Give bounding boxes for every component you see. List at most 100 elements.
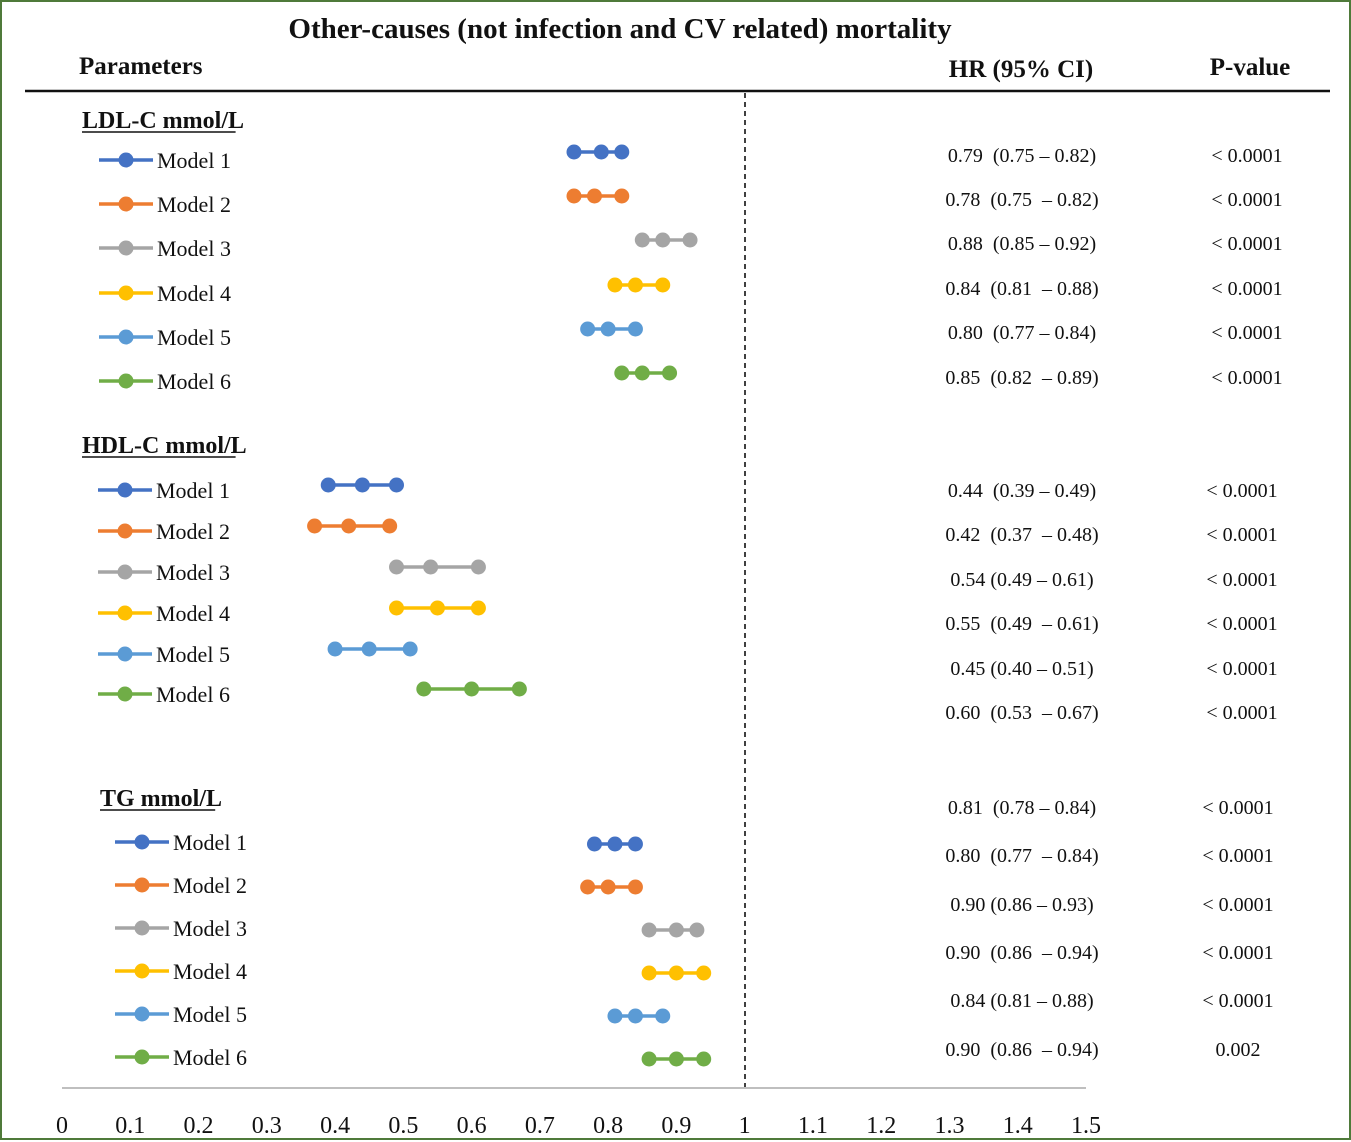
hr-ci-value: 0.80 (0.77 – 0.84) [948,322,1096,344]
model-row: Model 4 0.90 (0.86 – 0.94) < 0.0001 [115,942,1274,984]
ci-lower-point [580,879,596,895]
model-label: Model 3 [156,560,230,585]
legend-marker [118,373,134,389]
model-label: Model 5 [157,325,231,350]
hr-point [627,1008,643,1024]
legend-marker [134,1049,150,1065]
model-label: Model 5 [156,642,230,667]
x-tick-label: 0.3 [252,1113,282,1139]
hr-point [593,144,609,160]
x-tick-label: 1.3 [934,1113,964,1139]
hr-point [341,518,357,534]
p-value: < 0.0001 [1211,367,1282,389]
ci-lower-point [566,144,582,160]
x-tick-label: 0.1 [115,1113,145,1139]
p-value: 0.002 [1216,1039,1261,1061]
model-label: Model 3 [173,916,247,941]
ci-lower-point [580,321,596,337]
model-row: Model 2 0.42 (0.37 – 0.48) < 0.0001 [98,518,1278,546]
group-heading: HDL-C mmol/L [82,433,247,459]
hr-point [655,232,671,248]
ci-upper-point [470,600,486,616]
model-row: Model 5 0.80 (0.77 – 0.84) < 0.0001 [99,321,1283,350]
model-row: Model 3 0.54 (0.49 – 0.61) < 0.0001 [98,559,1278,591]
model-label: Model 6 [157,369,231,394]
p-value: < 0.0001 [1202,990,1273,1012]
model-row: Model 6 0.85 (0.82 – 0.89) < 0.0001 [99,365,1283,394]
x-tick-label: 0.6 [457,1113,487,1139]
ci-upper-point [689,922,705,938]
x-tick-label: 0.8 [593,1113,623,1139]
hr-point [668,965,684,981]
model-row: Model 6 0.60 (0.53 – 0.67) < 0.0001 [98,681,1278,724]
p-value: < 0.0001 [1206,613,1277,635]
hr-point [668,922,684,938]
model-label: Model 2 [156,519,230,544]
model-label: Model 4 [157,281,231,306]
hr-ci-value: 0.54 (0.49 – 0.61) [950,569,1093,591]
hr-ci-value: 0.81 (0.78 – 0.84) [948,797,1096,819]
hr-point [627,277,643,293]
ci-upper-point [614,188,630,204]
ci-lower-point [607,1008,623,1024]
legend-marker [134,1006,150,1022]
model-label: Model 1 [157,148,231,173]
ci-upper-point [662,365,678,381]
ci-upper-point [614,144,630,160]
ci-upper-point [402,641,418,657]
legend-marker [118,152,134,168]
group-heading: TG mmol/L [100,786,222,812]
hr-point [354,477,370,493]
p-value: < 0.0001 [1202,797,1273,819]
hr-ci-value: 0.42 (0.37 – 0.48) [945,524,1098,546]
x-tick-label: 1.1 [798,1113,828,1139]
p-value: < 0.0001 [1211,233,1282,255]
p-value-header: P-value [1210,54,1291,81]
ci-lower-point [641,965,657,981]
model-label: Model 2 [173,873,247,898]
model-label: Model 4 [173,959,247,984]
x-tick-label: 0 [56,1113,68,1139]
model-row: Model 2 0.78 (0.75 – 0.82) < 0.0001 [99,188,1283,217]
hr-point [600,321,616,337]
model-row: Model 6 0.90 (0.86 – 0.94) 0.002 [115,1039,1261,1070]
model-row: Model 1 0.79 (0.75 – 0.82) < 0.0001 [99,144,1283,173]
ci-upper-point [696,965,712,981]
legend-marker [117,605,133,621]
model-label: Model 3 [157,236,231,261]
legend-marker [134,877,150,893]
ci-upper-point [511,681,527,697]
hr-point [600,879,616,895]
legend-marker [118,329,134,345]
hr-point [464,681,480,697]
ci-lower-point [307,518,323,534]
ci-upper-point [382,518,398,534]
p-value: < 0.0001 [1211,145,1282,167]
p-value: < 0.0001 [1202,894,1273,916]
model-row: Model 1 0.44 (0.39 – 0.49) < 0.0001 [98,477,1278,503]
hr-ci-value: 0.88 (0.85 – 0.92) [948,233,1096,255]
x-tick-label: 1.4 [1003,1113,1033,1139]
model-row: Model 5 0.84 (0.81 – 0.88) < 0.0001 [115,990,1274,1027]
ci-lower-point [607,277,623,293]
ci-upper-point [682,232,698,248]
model-row: Model 5 0.45 (0.40 – 0.51) < 0.0001 [98,641,1278,680]
model-row: Model 2 0.80 (0.77 – 0.84) < 0.0001 [115,845,1274,898]
model-row: Model 3 0.90 (0.86 – 0.93) < 0.0001 [115,894,1274,941]
hr-ci-value: 0.78 (0.75 – 0.82) [945,189,1098,211]
group-0: LDL-C mmol/L Model 1 0.79 (0.75 – 0.82) < 0… [82,108,1283,394]
hr-point [429,600,445,616]
ci-upper-point [627,321,643,337]
model-label: Model 6 [173,1045,247,1070]
legend-marker [134,963,150,979]
p-value: < 0.0001 [1206,480,1277,502]
hr-point [607,836,623,852]
legend-marker [117,482,133,498]
p-value: < 0.0001 [1206,524,1277,546]
hr-ci-value: 0.55 (0.49 – 0.61) [945,613,1098,635]
ci-lower-point [586,836,602,852]
legend-marker [117,564,133,580]
ci-lower-point [327,641,343,657]
